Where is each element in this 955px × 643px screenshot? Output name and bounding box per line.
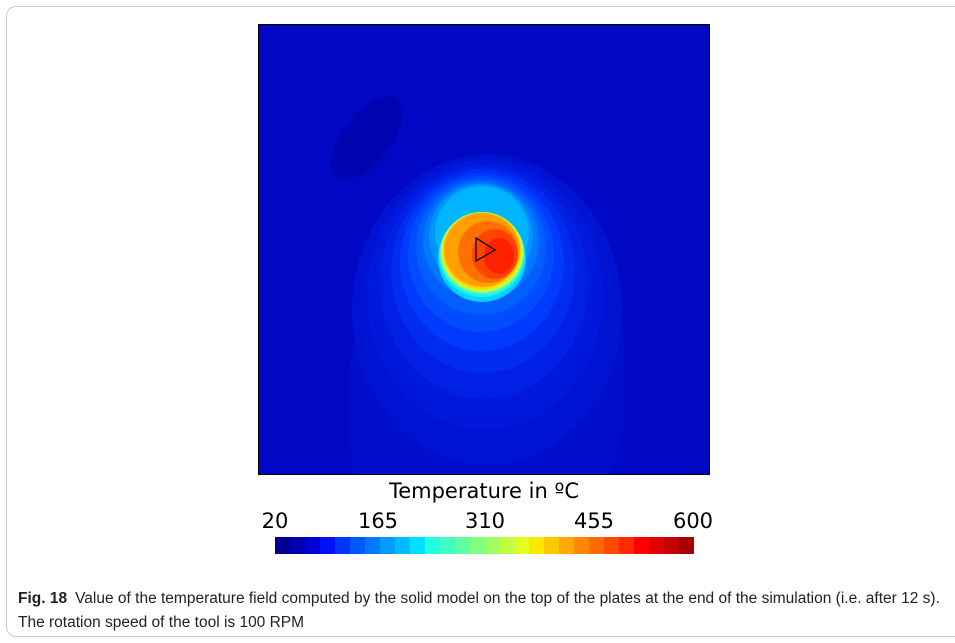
colorbar-swatch bbox=[634, 537, 650, 554]
colorbar-swatch bbox=[319, 537, 335, 554]
colorbar-swatch bbox=[304, 537, 320, 554]
colorbar-swatch bbox=[619, 537, 635, 554]
colorbar-swatch bbox=[514, 537, 530, 554]
colorbar-swatch bbox=[394, 537, 410, 554]
colorbar-swatch bbox=[364, 537, 380, 554]
colorbar-swatch bbox=[559, 537, 575, 554]
colorbar-swatch bbox=[334, 537, 350, 554]
colorbar-swatch bbox=[379, 537, 395, 554]
colorbar-tick: 310 bbox=[464, 509, 506, 533]
colorbar-swatch bbox=[424, 537, 440, 554]
colorbar-swatch bbox=[649, 537, 665, 554]
colorbar-swatch bbox=[589, 537, 605, 554]
figure-frame bbox=[6, 6, 955, 637]
colorbar-swatch bbox=[409, 537, 425, 554]
colorbar-ticks: 20 165 310 455 600 bbox=[250, 509, 730, 535]
colorbar-swatch bbox=[574, 537, 590, 554]
colorbar-swatch bbox=[349, 537, 365, 554]
colorbar-tick: 600 bbox=[672, 509, 714, 533]
colorbar-swatch bbox=[289, 537, 305, 554]
colorbar-swatch bbox=[454, 537, 470, 554]
figure-label: Fig. 18 bbox=[18, 590, 68, 607]
temperature-field-plot bbox=[258, 24, 710, 475]
colorbar-swatch bbox=[499, 537, 515, 554]
contour-19 bbox=[484, 238, 514, 274]
colorbar-swatch bbox=[664, 537, 680, 554]
cold-spot bbox=[330, 95, 404, 181]
figure-caption: Fig. 18 Value of the temperature field co… bbox=[18, 587, 943, 635]
colorbar-title: Temperature in ºC bbox=[388, 479, 580, 503]
colorbar bbox=[275, 537, 695, 554]
tool-marker-icon bbox=[475, 236, 497, 263]
colorbar-swatch bbox=[469, 537, 485, 554]
temperature-field-svg bbox=[259, 25, 709, 474]
colorbar-tick: 165 bbox=[357, 509, 399, 533]
colorbar-swatch bbox=[529, 537, 545, 554]
caption-text: Value of the temperature field computed … bbox=[18, 590, 940, 631]
colorbar-swatch bbox=[484, 537, 500, 554]
colorbar-swatch bbox=[679, 537, 695, 554]
colorbar-tick: 20 bbox=[261, 509, 289, 533]
colorbar-swatch bbox=[275, 537, 290, 554]
colorbar-tick: 455 bbox=[573, 509, 615, 533]
colorbar-swatch bbox=[544, 537, 560, 554]
colorbar-swatch bbox=[604, 537, 620, 554]
colorbar-swatch bbox=[439, 537, 455, 554]
